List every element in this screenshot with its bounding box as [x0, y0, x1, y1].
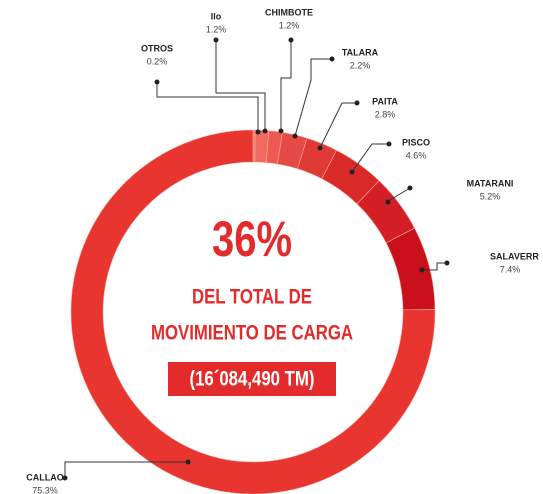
slice-label: CALLAO: [26, 472, 64, 482]
leader-dot: [354, 100, 360, 106]
leader-dot: [385, 199, 391, 205]
leader-line: [215, 40, 266, 131]
total-box: [168, 362, 336, 396]
donut-slice: [385, 227, 436, 311]
leader-dot: [288, 37, 294, 43]
leader-dot: [407, 185, 413, 191]
leader-dot: [278, 128, 284, 134]
leader-dot: [329, 56, 335, 62]
subtitle-line: DEL TOTAL DE: [192, 286, 312, 309]
slice-value: 2.8%: [375, 109, 396, 119]
slice-value: 75.3%: [32, 485, 58, 494]
leader-dot: [154, 79, 160, 85]
slice-label: SALAVERR: [490, 251, 539, 261]
total-text: (16´084,490 TM): [189, 368, 314, 391]
leader-dot: [419, 267, 425, 273]
leader-dot: [386, 141, 392, 147]
slice-value: 1.2%: [206, 24, 227, 34]
leader-line: [294, 58, 332, 137]
leader-dot: [255, 129, 261, 135]
slice-value: 7.4%: [500, 264, 521, 274]
slice-value: 0.2%: [147, 56, 168, 66]
leader-dot: [349, 169, 355, 175]
leader-dot: [213, 37, 219, 43]
slice-label: TALARA: [342, 47, 379, 57]
slice-label: MATARANI: [467, 178, 514, 188]
leader-line: [156, 82, 259, 132]
leader-dot: [444, 260, 450, 266]
leader-dot: [185, 459, 191, 465]
slice-value: 2.2%: [350, 60, 371, 70]
leader-line: [351, 143, 389, 173]
leader-dot: [62, 475, 68, 481]
slice-label: OTROS: [141, 43, 173, 53]
leader-line: [422, 262, 447, 271]
leader-line: [319, 102, 357, 149]
slice-label: CHIMBOTE: [265, 7, 313, 17]
leader-dot: [262, 128, 268, 134]
slice-value: 4.6%: [406, 150, 427, 160]
slice-label: Ilo: [211, 11, 222, 21]
leader-line: [280, 40, 292, 131]
slice-value: 1.2%: [279, 20, 300, 30]
subtitle-line: MOVIMIENTO DE CARGA: [151, 322, 353, 345]
slice-value: 5.2%: [480, 191, 501, 201]
headline: 36%: [212, 211, 292, 267]
leader-dot: [317, 145, 323, 151]
leader-line: [64, 461, 188, 478]
slice-label: PISCO: [402, 137, 430, 147]
donut-slice: [70, 129, 436, 494]
leader-dot: [292, 133, 298, 139]
slice-label: PAITA: [372, 96, 398, 106]
